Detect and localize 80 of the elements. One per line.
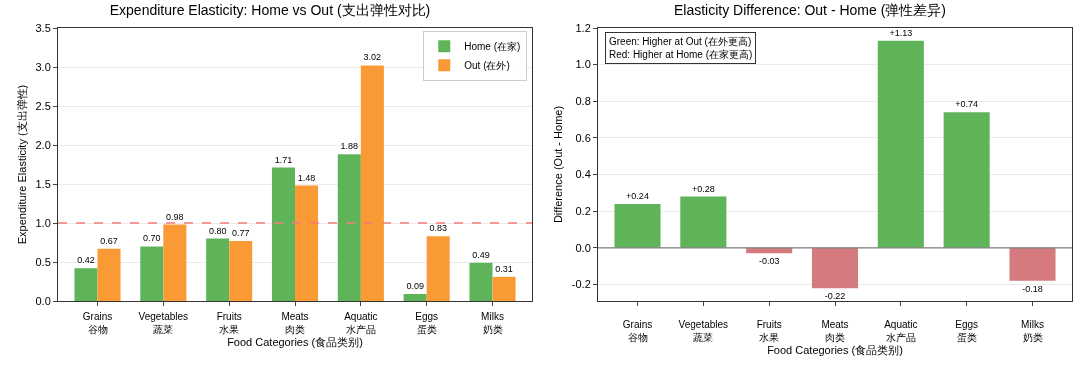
y-axis-title: Expenditure Elasticity (支出弹性) bbox=[16, 84, 29, 245]
y-tick-label: 1.0 bbox=[575, 58, 591, 71]
x-tick-label: Meats 肉类 bbox=[281, 311, 309, 335]
x-axis-title: Food Categories (食品类别) bbox=[227, 336, 363, 349]
bar bbox=[74, 268, 98, 301]
data-label: +0.24 bbox=[626, 190, 649, 201]
bar bbox=[426, 236, 450, 301]
data-label: +0.74 bbox=[955, 99, 979, 110]
x-tick-label: Eggs 蛋类 bbox=[415, 311, 439, 335]
y-tick-label: -0.2 bbox=[571, 278, 591, 291]
y-tick-label: 0.8 bbox=[575, 95, 591, 108]
data-label: +1.13 bbox=[889, 27, 913, 38]
bar bbox=[97, 248, 121, 301]
bar bbox=[360, 65, 384, 301]
y-tick-label: 0.2 bbox=[575, 205, 591, 218]
legend-label: Out (在外) bbox=[464, 60, 510, 72]
data-label: 0.42 bbox=[77, 255, 95, 266]
y-tick-label: 1.0 bbox=[35, 216, 51, 229]
y-tick-label: 3.5 bbox=[35, 21, 51, 34]
y-tick-label: 0.4 bbox=[575, 168, 591, 181]
data-label: 0.67 bbox=[100, 235, 118, 246]
bar bbox=[163, 224, 187, 301]
chart-title: Expenditure Elasticity: Home vs Out (支出弹性对比) bbox=[109, 2, 431, 19]
data-label: 0.49 bbox=[472, 249, 490, 260]
y-tick-label: 3.0 bbox=[35, 60, 51, 73]
x-tick-label: Milks 奶类 bbox=[481, 311, 504, 335]
bar bbox=[140, 246, 164, 301]
data-label: -0.18 bbox=[1022, 283, 1043, 294]
data-label: 0.83 bbox=[429, 223, 447, 234]
x-axis-title: Food Categories (食品类别) bbox=[767, 344, 903, 357]
bar bbox=[206, 238, 230, 301]
data-label: +0.28 bbox=[691, 183, 715, 194]
x-tick-label: Meats 肉类 bbox=[821, 319, 849, 343]
x-tick-label: Aquatic 水产品 bbox=[884, 319, 918, 343]
bar bbox=[271, 167, 295, 301]
x-tick-label: Vegetables 蔬菜 bbox=[138, 311, 189, 335]
bar bbox=[469, 262, 493, 301]
data-label: -0.22 bbox=[824, 291, 846, 302]
data-label: -0.03 bbox=[758, 256, 780, 267]
y-tick-label: 2.5 bbox=[35, 99, 51, 112]
bar bbox=[337, 154, 361, 301]
data-label: 0.09 bbox=[406, 280, 424, 291]
bar bbox=[811, 247, 859, 289]
y-tick-label: 0.0 bbox=[575, 241, 591, 254]
bar bbox=[680, 196, 727, 248]
annotation: Green: Higher at Out (在外更高) Red: Higher at Home (在家更高) bbox=[609, 36, 753, 60]
data-label: 1.48 bbox=[297, 172, 316, 183]
data-label: 0.70 bbox=[143, 233, 161, 244]
data-label: 0.80 bbox=[208, 225, 227, 236]
data-label: 1.88 bbox=[340, 141, 359, 152]
x-tick-label: Aquatic 水产品 bbox=[344, 311, 378, 335]
data-label: 1.71 bbox=[274, 154, 293, 165]
x-tick-label: Eggs 蛋类 bbox=[955, 319, 979, 343]
y-tick-label: 0.5 bbox=[35, 255, 51, 268]
bar bbox=[943, 112, 990, 248]
data-label: 0.77 bbox=[231, 227, 250, 238]
bar bbox=[877, 40, 924, 248]
data-label: 3.02 bbox=[363, 52, 382, 63]
x-tick-label: Grains 谷物 bbox=[622, 319, 653, 343]
bar bbox=[1009, 247, 1056, 281]
legend-label: Home (在家) bbox=[464, 41, 521, 53]
bar bbox=[295, 185, 319, 301]
data-label: 0.31 bbox=[495, 263, 513, 274]
bar bbox=[492, 276, 516, 301]
bar bbox=[229, 240, 253, 301]
data-label: 0.98 bbox=[166, 211, 184, 222]
x-tick-label: Vegetables 蔬菜 bbox=[678, 319, 729, 343]
chart-title: Elasticity Difference: Out - Home (弹性差异) bbox=[673, 2, 947, 19]
y-tick-label: 1.5 bbox=[35, 177, 51, 190]
y-axis-title: Difference (Out - Home) bbox=[552, 105, 565, 224]
y-tick-label: 1.2 bbox=[575, 21, 591, 34]
y-tick-label: 2.0 bbox=[35, 138, 51, 151]
y-tick-label: 0.6 bbox=[575, 131, 591, 144]
bar bbox=[614, 203, 661, 248]
x-tick-label: Milks 奶类 bbox=[1021, 319, 1044, 343]
x-tick-label: Fruits 水果 bbox=[756, 319, 782, 343]
x-tick-label: Grains 谷物 bbox=[82, 311, 113, 335]
y-tick-label: 0.0 bbox=[35, 294, 51, 307]
bar bbox=[403, 293, 427, 301]
x-tick-label: Fruits 水果 bbox=[216, 311, 242, 335]
